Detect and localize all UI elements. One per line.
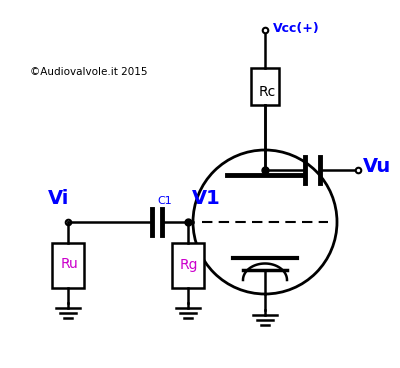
Text: V1: V1: [192, 189, 221, 208]
FancyBboxPatch shape: [251, 68, 279, 105]
FancyBboxPatch shape: [172, 243, 204, 288]
Text: Ru: Ru: [60, 258, 78, 272]
Text: C1: C1: [157, 196, 172, 206]
Text: Rc: Rc: [258, 85, 276, 99]
FancyBboxPatch shape: [52, 243, 84, 288]
Text: Vu: Vu: [363, 157, 391, 176]
Text: Vcc(+): Vcc(+): [273, 22, 320, 35]
Text: Vi: Vi: [48, 189, 69, 208]
Text: ©Audiovalvole.it 2015: ©Audiovalvole.it 2015: [30, 67, 148, 77]
Text: Rg: Rg: [180, 258, 198, 272]
